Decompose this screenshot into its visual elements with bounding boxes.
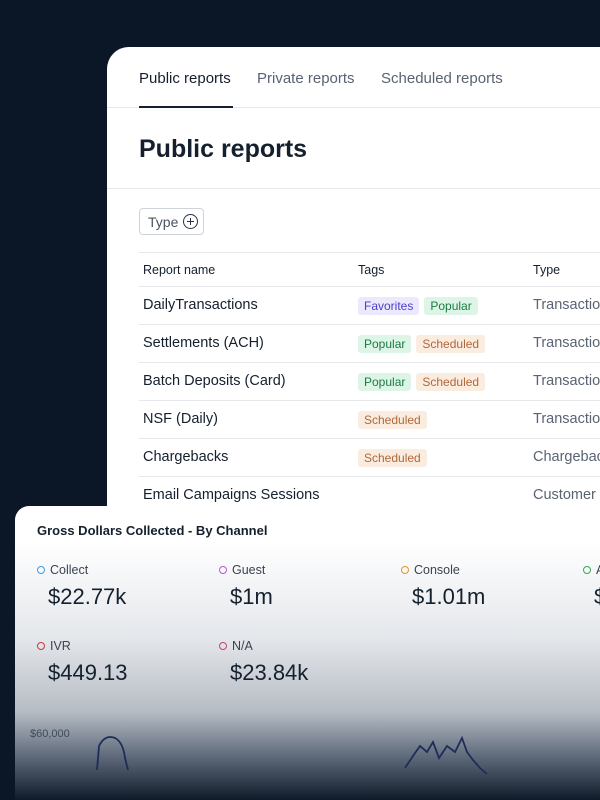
legend-dot-icon <box>219 566 227 574</box>
metric-value: $22.77k <box>48 584 127 609</box>
sparkline-right <box>404 735 488 775</box>
column-header-report-name[interactable]: Report name <box>143 263 216 277</box>
metric-value: $449.13 <box>48 660 128 685</box>
report-name-cell[interactable]: Batch Deposits (Card) <box>143 373 286 389</box>
chart-axis-label: $60,000 <box>30 728 70 740</box>
metric-collect: Collect $22.77k <box>37 563 217 610</box>
metric-ivr: IVR $449.13 <box>37 639 217 686</box>
tags-cell: Scheduled <box>358 449 427 467</box>
metric-value: $1.01m <box>412 584 486 609</box>
tab-scheduled-reports[interactable]: Scheduled reports <box>381 70 503 87</box>
type-cell: Customer <box>533 487 596 503</box>
tags-cell: Favorites Popular <box>358 297 478 315</box>
column-header-type[interactable]: Type <box>533 263 561 277</box>
tags-cell: Scheduled <box>358 411 427 429</box>
table-header: Report name Tags Type <box>139 252 600 287</box>
add-circle-icon <box>183 214 199 229</box>
metric-partial: A $ <box>583 563 600 610</box>
type-filter-label: Type <box>148 213 179 230</box>
metric-na: N/A $23.84k <box>219 639 399 686</box>
reports-table: Report name Tags Type DailyTransactions F… <box>139 252 600 515</box>
table-body: DailyTransactions Favorites Popular Transac… <box>139 287 600 515</box>
type-cell: Transactions <box>533 335 600 351</box>
metric-label: Guest <box>232 563 266 577</box>
report-name-cell[interactable]: DailyTransactions <box>143 297 258 313</box>
type-cell: Transactions <box>533 411 600 427</box>
metric-label: N/A <box>232 639 253 653</box>
report-tabs: Public reports Private reports Scheduled… <box>107 47 600 108</box>
metric-label: IVR <box>50 639 71 653</box>
gross-dollars-card: Gross Dollars Collected - By Channel Col… <box>15 506 600 800</box>
metric-value: $23.84k <box>230 660 309 685</box>
metric-value: $ <box>594 584 600 610</box>
sparkline-left <box>96 736 129 771</box>
legend-dot-icon <box>401 566 409 574</box>
tags-cell: Popular Scheduled <box>358 373 486 391</box>
divider <box>107 188 600 189</box>
report-name-cell[interactable]: Settlements (ACH) <box>143 335 264 351</box>
tag-badge: Scheduled <box>416 373 486 391</box>
legend-dot-icon <box>219 642 227 650</box>
table-row[interactable]: Chargebacks Scheduled Chargebacks <box>139 439 600 477</box>
tag-badge: Scheduled <box>416 335 486 353</box>
column-header-tags[interactable]: Tags <box>358 263 385 277</box>
metric-value: $1m <box>230 584 273 609</box>
tag-badge: Popular <box>424 297 478 315</box>
tag-badge: Scheduled <box>358 411 427 429</box>
type-cell: Transactions <box>533 297 600 313</box>
page-title: Public reports <box>139 135 308 163</box>
tag-badge: Popular <box>358 373 412 391</box>
report-name-cell[interactable]: Chargebacks <box>143 449 229 465</box>
reports-panel: Public reports Private reports Scheduled… <box>107 47 600 567</box>
metric-console: Console $1.01m <box>401 563 581 610</box>
tab-public-reports[interactable]: Public reports <box>139 70 231 87</box>
type-filter-button[interactable]: Type <box>139 208 205 235</box>
legend-dot-icon <box>37 566 45 574</box>
report-name-cell[interactable]: Email Campaigns Sessions <box>143 487 320 503</box>
metric-label: Collect <box>50 563 89 577</box>
tab-private-reports[interactable]: Private reports <box>257 70 355 87</box>
table-row[interactable]: NSF (Daily) Scheduled Transactions <box>139 401 600 439</box>
metric-guest: Guest $1m <box>219 563 399 610</box>
tag-badge: Popular <box>358 335 412 353</box>
card-title: Gross Dollars Collected - By Channel <box>37 523 268 538</box>
legend-dot-icon <box>37 642 45 650</box>
tag-badge: Scheduled <box>358 449 427 467</box>
type-cell: Chargebacks <box>533 449 600 465</box>
legend-dot-icon <box>583 566 591 574</box>
table-row[interactable]: Batch Deposits (Card) Popular Scheduled Tra… <box>139 363 600 401</box>
table-row[interactable]: Settlements (ACH) Popular Scheduled Transac… <box>139 325 600 363</box>
table-row[interactable]: DailyTransactions Favorites Popular Transac… <box>139 287 600 325</box>
tags-cell: Popular Scheduled <box>358 335 486 353</box>
report-name-cell[interactable]: NSF (Daily) <box>143 411 218 427</box>
metric-label: A <box>596 563 600 577</box>
channel-sparkline-chart <box>96 735 488 775</box>
tag-badge: Favorites <box>358 297 420 315</box>
active-tab-indicator <box>139 106 233 108</box>
type-cell: Transactions <box>533 373 600 389</box>
metric-label: Console <box>414 563 460 577</box>
